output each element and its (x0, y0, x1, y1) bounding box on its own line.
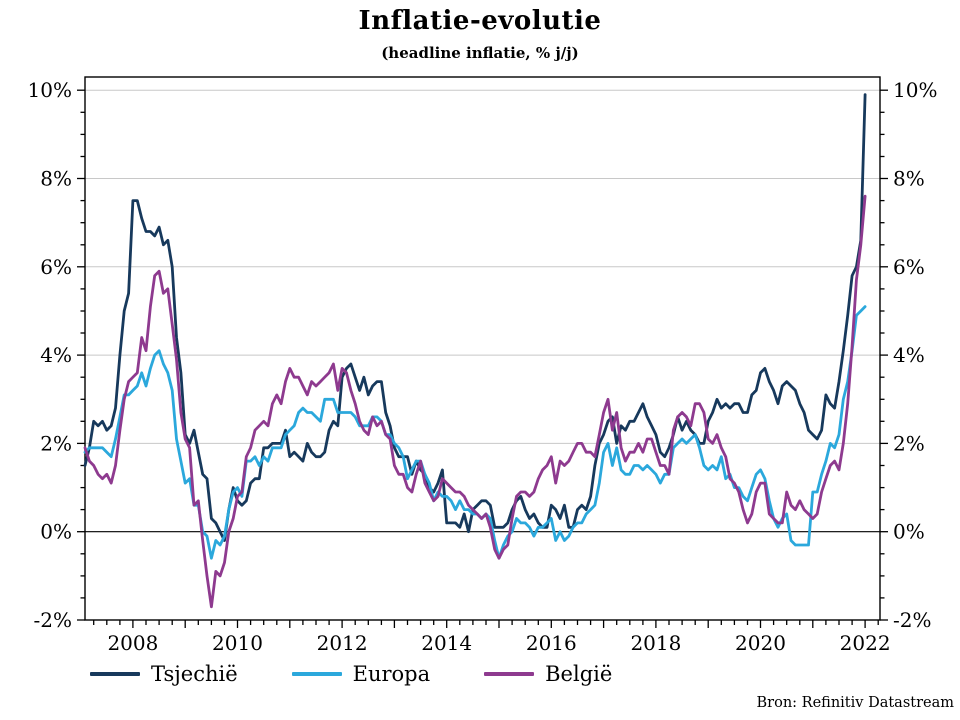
x-axis-label: 2018 (630, 631, 681, 655)
series-line-Tsjechië (83, 93, 867, 542)
series-line-België (83, 194, 867, 609)
y-axis-label-right: 8% (893, 167, 925, 191)
y-axis-label-left: -2% (34, 608, 73, 632)
legend-item-tsjechie: Tsjechië (90, 662, 238, 686)
y-axis-label-left: 8% (40, 167, 72, 191)
chart-title: Inflatie-evolutie (358, 6, 602, 36)
legend-swatch-tsjechie (90, 672, 140, 676)
y-axis-label-right: 6% (893, 255, 925, 279)
y-axis-label-left: 10% (28, 78, 72, 102)
legend-label-tsjechie: Tsjechië (151, 662, 238, 686)
legend-item-europa: Europa (291, 662, 431, 686)
y-axis-label-right: 2% (893, 431, 925, 455)
x-axis-label: 2020 (735, 631, 786, 655)
y-axis-label-left: 0% (40, 520, 72, 544)
x-axis-label: 2016 (526, 631, 577, 655)
legend-label-europa: Europa (352, 662, 431, 686)
y-axis-label-right: 10% (893, 78, 937, 102)
chart-legend: Tsjechië Europa België (90, 662, 612, 686)
x-axis-label: 2010 (212, 631, 263, 655)
legend-label-belgie: België (545, 662, 613, 686)
x-axis-label: 2008 (107, 631, 158, 655)
x-axis-label: 2014 (421, 631, 472, 655)
plot-border (84, 76, 881, 621)
y-axis-label-left: 6% (40, 255, 72, 279)
y-axis-label-right: 0% (893, 520, 925, 544)
y-axis-label-left: 2% (40, 431, 72, 455)
y-axis-label-right: 4% (893, 343, 925, 367)
legend-swatch-belgie (484, 672, 535, 676)
y-axis-label-left: 4% (40, 343, 72, 367)
legend-swatch-europa (291, 672, 342, 676)
chart-subtitle: (headline inflatie, % j/j) (381, 44, 579, 62)
legend-item-belgie: België (484, 662, 612, 686)
x-axis-label: 2022 (840, 631, 891, 655)
x-axis-label: 2012 (317, 631, 368, 655)
source-credit: Bron: Refinitiv Datastream (756, 695, 954, 711)
y-axis-label-right: -2% (893, 608, 932, 632)
